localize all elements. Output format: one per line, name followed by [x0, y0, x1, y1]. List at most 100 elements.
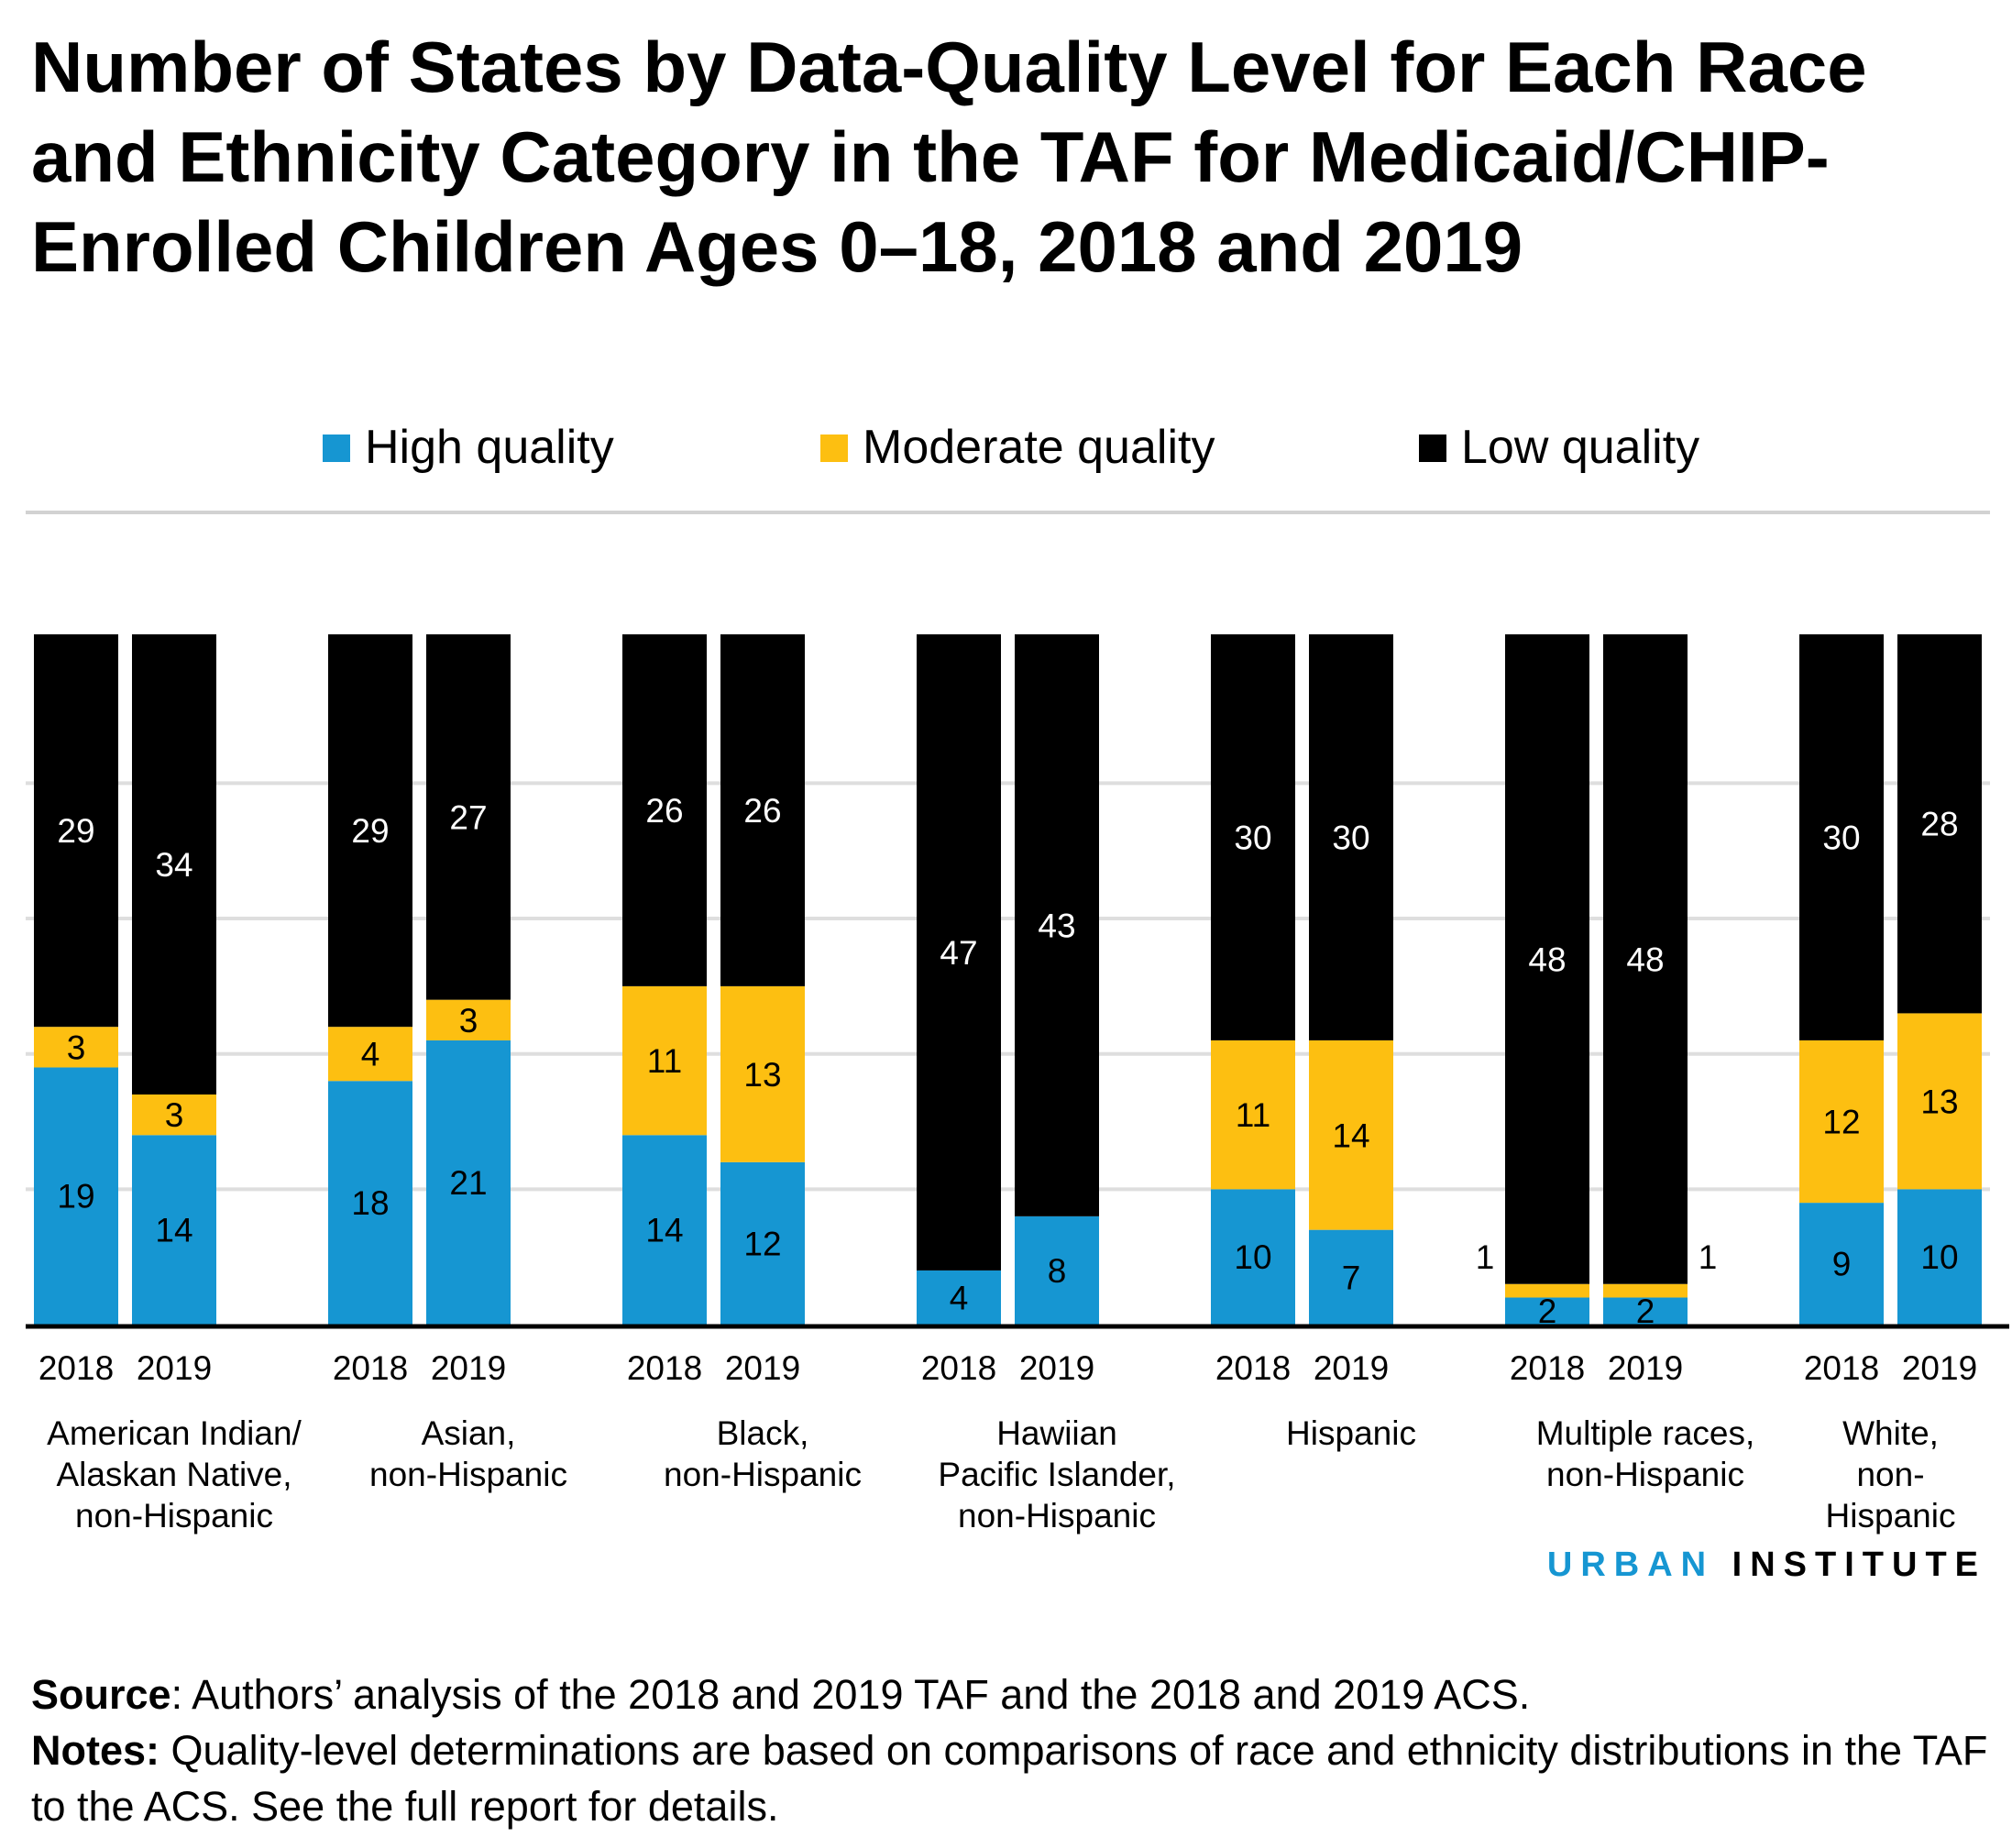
data-label: 12	[1822, 1104, 1860, 1141]
data-label: 12	[743, 1225, 781, 1262]
data-label: 2	[1538, 1292, 1557, 1330]
data-label: 27	[449, 798, 487, 836]
footer-notes: Source: Authors’ analysis of the 2018 an…	[31, 1666, 1993, 1834]
year-tick-label: 2018	[921, 1349, 996, 1387]
data-label: 19	[57, 1178, 94, 1216]
category-label: American Indian/	[47, 1414, 302, 1452]
category-label: Hispanic	[1286, 1414, 1416, 1452]
legend-swatch	[323, 434, 350, 462]
bar-segment	[1505, 1297, 1589, 1325]
data-label: 43	[1038, 907, 1075, 944]
category-label: non-Hispanic	[369, 1456, 567, 1493]
legend-label: Moderate quality	[863, 421, 1215, 474]
data-label: 13	[1920, 1083, 1958, 1120]
category-label: non-Hispanic	[1546, 1456, 1744, 1493]
bar-segment	[917, 1270, 1001, 1325]
year-tick-label: 2019	[1608, 1349, 1683, 1387]
data-label: 26	[645, 792, 683, 830]
data-label: 29	[57, 812, 94, 850]
category-label: Asian,	[422, 1414, 516, 1452]
bar-segment	[328, 634, 412, 1028]
data-label: 3	[459, 1002, 478, 1040]
bar-segment	[1505, 634, 1589, 1284]
data-label: 29	[351, 812, 389, 850]
category-label: non-Hispanic	[664, 1456, 862, 1493]
bar-segment	[720, 1161, 805, 1325]
bar-segment	[426, 999, 511, 1040]
data-label: 26	[743, 792, 781, 830]
data-label: 14	[155, 1212, 192, 1249]
year-tick-label: 2018	[627, 1349, 702, 1387]
legend-swatch	[820, 434, 848, 462]
category-label: Black,	[717, 1414, 809, 1452]
bar-segment	[720, 634, 805, 986]
data-label: 10	[1920, 1238, 1958, 1276]
year-tick-label: 2019	[725, 1349, 800, 1387]
data-label: 18	[351, 1184, 389, 1222]
bar-segment	[132, 1094, 216, 1136]
bar-segment	[132, 1135, 216, 1325]
year-tick-label: 2018	[1510, 1349, 1585, 1387]
data-label: 7	[1342, 1259, 1361, 1296]
data-label: 13	[743, 1056, 781, 1094]
year-tick-label: 2018	[333, 1349, 408, 1387]
data-label: 30	[1234, 819, 1271, 856]
data-label: 28	[1920, 806, 1958, 843]
bar-segment	[1603, 1297, 1688, 1325]
bar-segment	[1799, 1040, 1884, 1204]
data-label: 10	[1234, 1238, 1271, 1276]
year-tick-label: 2018	[38, 1349, 114, 1387]
category-label: Hispanic	[1826, 1497, 1956, 1534]
bar-segment	[132, 634, 216, 1094]
category-label: non-	[1856, 1456, 1924, 1493]
bar-segment	[1897, 1189, 1982, 1325]
data-label: 2	[1636, 1292, 1655, 1330]
chart-title: Number of States by Data-Quality Level f…	[31, 27, 1867, 287]
bar-segment	[34, 1067, 118, 1325]
bar-segment	[328, 1081, 412, 1325]
data-label: 14	[645, 1212, 683, 1249]
bar-segment	[622, 1135, 707, 1325]
category-label: Pacific Islander,	[938, 1456, 1175, 1493]
notes-line: Notes: Quality-level determinations are …	[31, 1727, 1988, 1830]
bar-segment	[1211, 1189, 1295, 1325]
data-label: 3	[165, 1096, 184, 1134]
bar-segment	[1015, 634, 1099, 1216]
urban-institute-logo: URBAN INSTITUTE	[1546, 1546, 1986, 1584]
category-label: non-Hispanic	[75, 1497, 273, 1534]
data-label: 47	[940, 934, 977, 972]
legend-label: High quality	[365, 421, 614, 474]
bar-segment	[917, 634, 1001, 1270]
data-label: 14	[1332, 1116, 1369, 1154]
data-label: 34	[155, 846, 192, 884]
year-tick-label: 2019	[1019, 1349, 1094, 1387]
bar-segment	[720, 985, 805, 1162]
data-label: 48	[1528, 940, 1566, 978]
data-label: 11	[647, 1042, 682, 1080]
bar-segment	[1211, 1040, 1295, 1190]
data-label: 30	[1332, 819, 1369, 856]
bar-segment	[34, 634, 118, 1028]
data-label: 4	[361, 1036, 380, 1073]
year-tick-label: 2019	[431, 1349, 506, 1387]
bar-segment	[1309, 634, 1393, 1040]
data-label: 48	[1626, 940, 1664, 978]
bar-segment	[1603, 1283, 1688, 1298]
source-line: Source: Authors’ analysis of the 2018 an…	[31, 1671, 1531, 1718]
year-tick-label: 2019	[1314, 1349, 1389, 1387]
bar-segment	[622, 985, 707, 1136]
bar-segment	[328, 1027, 412, 1082]
year-tick-label: 2019	[1902, 1349, 1977, 1387]
bar-segment	[426, 1040, 511, 1325]
bar-segment	[1799, 1203, 1884, 1325]
category-label: Multiple races,	[1536, 1414, 1755, 1452]
category-label: Alaskan Native,	[56, 1456, 291, 1493]
bar-segment	[1309, 1040, 1393, 1230]
data-label: 4	[950, 1279, 969, 1316]
category-label: White,	[1842, 1414, 1939, 1452]
bar-segment	[1603, 634, 1688, 1284]
data-label: 8	[1048, 1252, 1067, 1290]
year-tick-label: 2018	[1804, 1349, 1879, 1387]
data-label: 1	[1699, 1238, 1718, 1276]
year-tick-label: 2019	[137, 1349, 212, 1387]
